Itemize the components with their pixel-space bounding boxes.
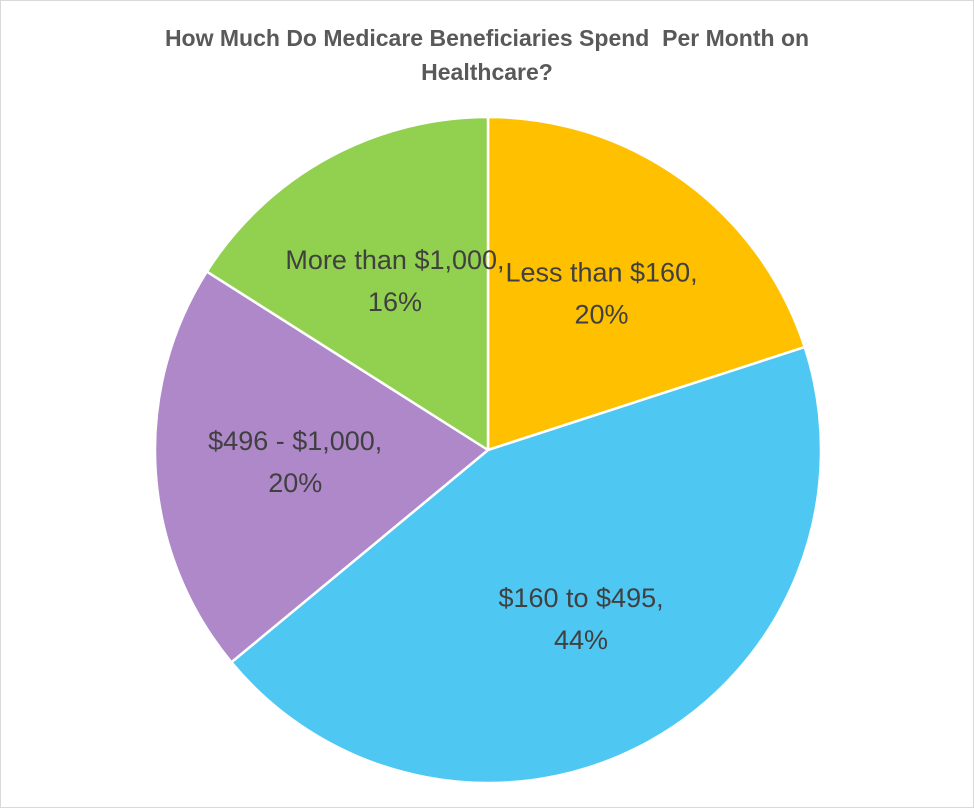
data-label-less-than-160: Less than $160, 20% <box>505 258 697 330</box>
pie-slices <box>153 115 823 785</box>
pie-slice-less-than-160 <box>486 115 806 452</box>
pie-slice-496-1-000 <box>153 270 490 664</box>
data-label-category: $496 - $1,000, <box>208 426 382 456</box>
pie-labels: Less than $160, 20% $160 to $495, 44% $496 -… <box>208 245 697 655</box>
data-label-category: Less than $160, <box>505 258 697 288</box>
data-label-category: $160 to $495, <box>498 583 663 613</box>
chart-title: How Much Do Medicare Beneficiaries Spend… <box>164 25 816 85</box>
pie-slice-more-than-1-000 <box>205 115 490 452</box>
data-label-percent: 20% <box>575 300 629 330</box>
pie-slice-160-to-495 <box>230 345 823 785</box>
data-label-category: More than $1,000, <box>285 245 504 275</box>
data-label-percent: 16% <box>368 287 422 317</box>
data-label-160-to-495: $160 to $495, 44% <box>498 583 663 655</box>
data-label-more-than-1-000: More than $1,000, 16% <box>285 245 504 317</box>
data-label-496-1-000: $496 - $1,000, 20% <box>208 426 382 498</box>
data-label-percent: 44% <box>554 625 608 655</box>
data-label-percent: 20% <box>268 468 322 498</box>
